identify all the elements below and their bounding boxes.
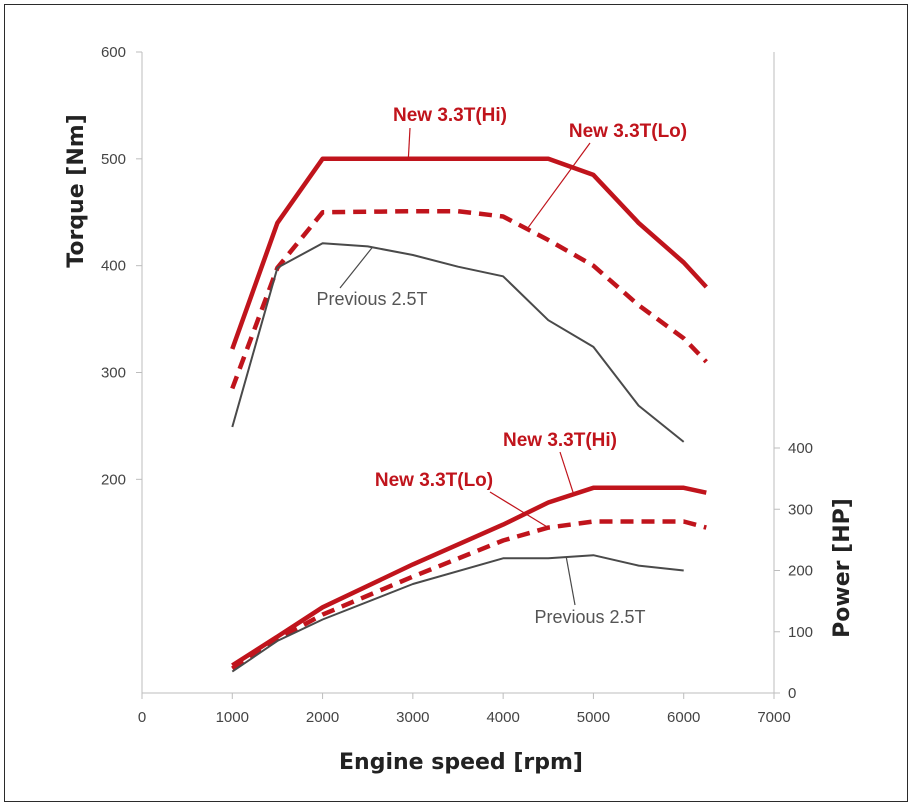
torque-new-3-3t-hi-line — [230, 156, 708, 350]
annotation-leader-line — [559, 451, 575, 495]
torque-tick-label: 200 — [101, 471, 126, 488]
torque-tick-label: 300 — [101, 365, 126, 382]
torque-tick-label: 600 — [101, 44, 126, 61]
y-right-axis-title: Power [HP] — [830, 498, 855, 638]
y-left-axis-title: Torque [Nm] — [64, 114, 89, 267]
power-lo-label: New 3.3T(Lo) — [375, 470, 493, 491]
power-tick-label: 200 — [788, 563, 813, 580]
x-tick-label: 6000 — [667, 709, 700, 726]
torque-new-3-3t-lo-line — [230, 208, 708, 390]
power-previous-2-5t-line — [231, 554, 684, 673]
power-prev-label: Previous 2.5T — [534, 607, 645, 627]
chart-frame — [4, 4, 908, 802]
annotation-leader-line — [489, 491, 549, 529]
x-tick-label: 3000 — [396, 709, 429, 726]
annotation-leader-line — [339, 247, 373, 289]
power-tick-labels: 0 100 200 300 400 — [774, 440, 813, 702]
x-tick-label: 2000 — [306, 709, 339, 726]
power-new-3-3t-hi-line — [231, 485, 707, 668]
annotation-leaders — [339, 127, 591, 606]
power-tick-label: 300 — [788, 501, 813, 518]
torque-lo-label: New 3.3T(Lo) — [569, 121, 687, 142]
power-new-3-3t-lo-line — [231, 519, 707, 671]
power-tick-label: 400 — [788, 440, 813, 457]
annotation-leader-line — [407, 127, 411, 159]
torque-hi-label: New 3.3T(Hi) — [393, 105, 507, 126]
torque-tick-labels: 200 300 400 500 600 — [101, 44, 142, 488]
x-tick-label: 4000 — [486, 709, 519, 726]
annotation-leader-line — [527, 142, 591, 228]
x-tick-label: 5000 — [577, 709, 610, 726]
x-axis-title: Engine speed [rpm] — [339, 750, 583, 775]
x-tick-label: 7000 — [757, 709, 790, 726]
torque-tick-label: 500 — [101, 151, 126, 168]
torque-previous-2-5t-line — [231, 242, 685, 443]
x-tick-label: 1000 — [216, 709, 249, 726]
power-tick-label: 100 — [788, 624, 813, 641]
series-lines — [230, 156, 708, 673]
x-tick-labels: 0 1000 2000 3000 4000 5000 6000 7000 — [138, 693, 791, 726]
annotation-leader-line — [565, 557, 576, 606]
power-hi-label: New 3.3T(Hi) — [503, 430, 617, 451]
power-tick-label: 0 — [788, 685, 796, 702]
torque-tick-label: 400 — [101, 258, 126, 275]
x-tick-label: 0 — [138, 709, 146, 726]
torque-prev-label: Previous 2.5T — [316, 289, 427, 309]
